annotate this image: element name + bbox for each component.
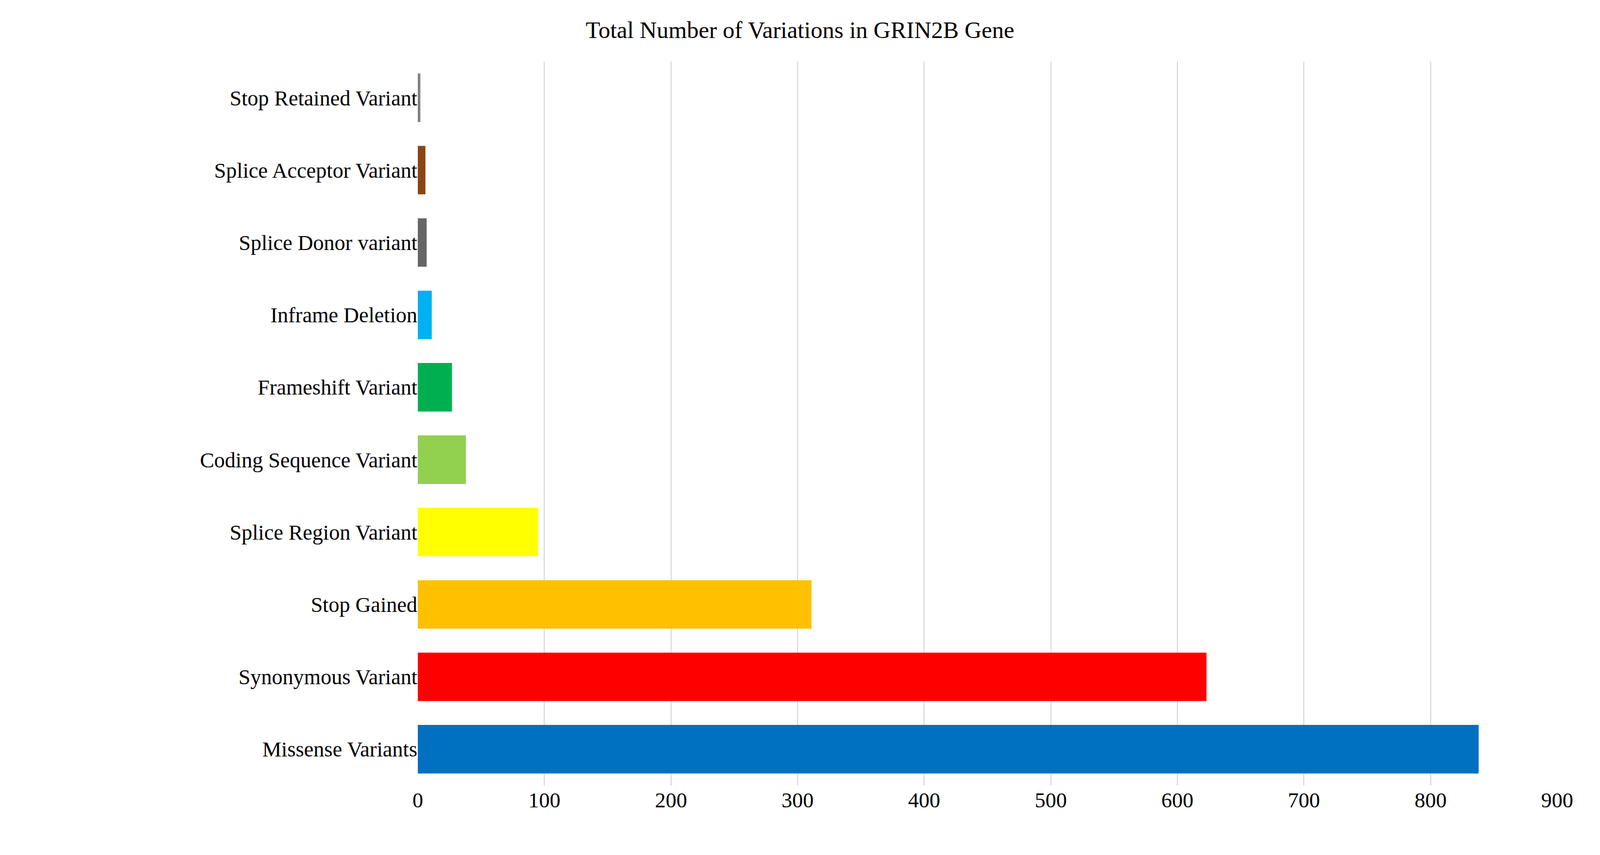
svg-text:400: 400 — [907, 788, 941, 813]
svg-text:Stop Retained Variant: Stop Retained Variant — [229, 86, 418, 111]
svg-text:Coding Sequence Variant: Coding Sequence Variant — [199, 448, 418, 473]
svg-text:Splice Region Variant: Splice Region Variant — [229, 520, 418, 545]
svg-text:Total Number of Variations in: Total Number of Variations in GRIN2B Gen… — [585, 17, 1014, 44]
svg-text:0: 0 — [412, 788, 424, 813]
svg-text:Synonymous Variant: Synonymous Variant — [238, 665, 418, 690]
svg-text:500: 500 — [1034, 788, 1068, 813]
svg-text:Splice Donor variant: Splice Donor variant — [238, 230, 418, 255]
svg-text:Splice Acceptor Variant: Splice Acceptor Variant — [214, 158, 418, 183]
svg-text:700: 700 — [1287, 788, 1320, 813]
svg-text:Inframe Deletion: Inframe Deletion — [270, 303, 418, 328]
svg-text:800: 800 — [1414, 788, 1447, 813]
svg-text:900: 900 — [1541, 788, 1574, 813]
svg-text:200: 200 — [655, 788, 688, 813]
svg-text:300: 300 — [781, 788, 814, 813]
svg-text:Stop Gained: Stop Gained — [310, 592, 418, 618]
svg-text:Frameshift Variant: Frameshift Variant — [257, 375, 418, 400]
svg-text:Missense Variants: Missense Variants — [262, 737, 418, 762]
svg-text:100: 100 — [528, 788, 561, 813]
svg-text:600: 600 — [1161, 788, 1194, 813]
